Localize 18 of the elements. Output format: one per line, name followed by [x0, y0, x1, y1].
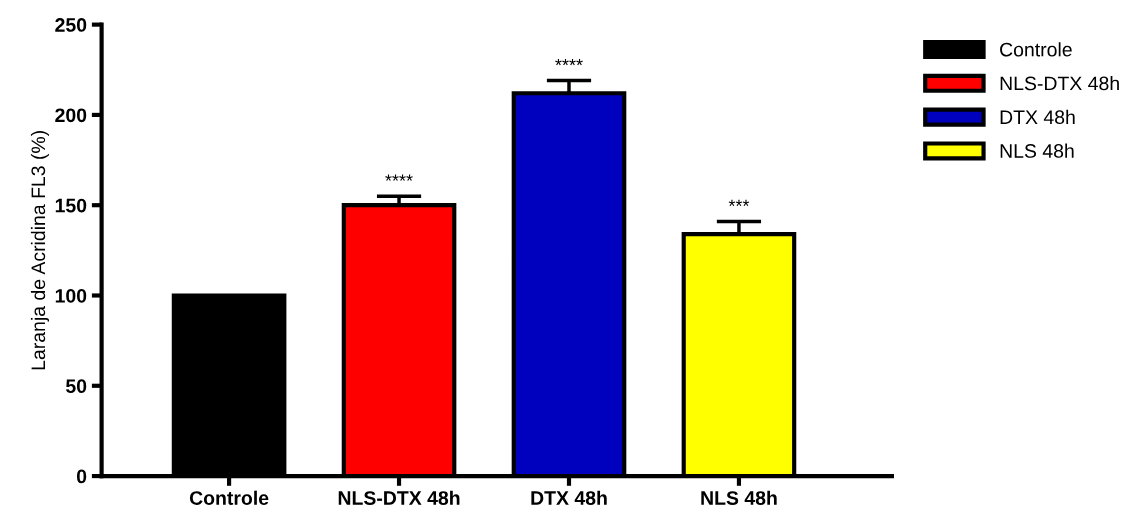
y-tick-label: 100 [55, 288, 87, 303]
annotation: *** [728, 199, 750, 207]
legend-label: NLS-DTX 48h [1000, 76, 1119, 91]
y-tick-label: 250 [55, 18, 87, 32]
y-tick-label: 50 [66, 379, 87, 394]
x-tick-label: NLS 48h [701, 490, 777, 505]
legend-label: NLS 48h [1000, 143, 1074, 158]
y-axis-title: Laranja de Acridina FL3 (%) [30, 131, 50, 370]
legend-label: DTX 48h [1000, 109, 1075, 125]
annotation: **** [385, 174, 413, 181]
x-tick-label: NLS-DTX 48h [338, 490, 460, 505]
y-tick-label: 150 [55, 198, 87, 213]
y-tick-label: 200 [55, 108, 87, 123]
x-tick-label: DTX 48h [531, 490, 607, 505]
legend-label: Controle [1000, 42, 1072, 57]
x-tick-label: Controle [189, 490, 269, 505]
annotation: **** [555, 58, 583, 66]
y-tick-label: 0 [76, 469, 87, 484]
